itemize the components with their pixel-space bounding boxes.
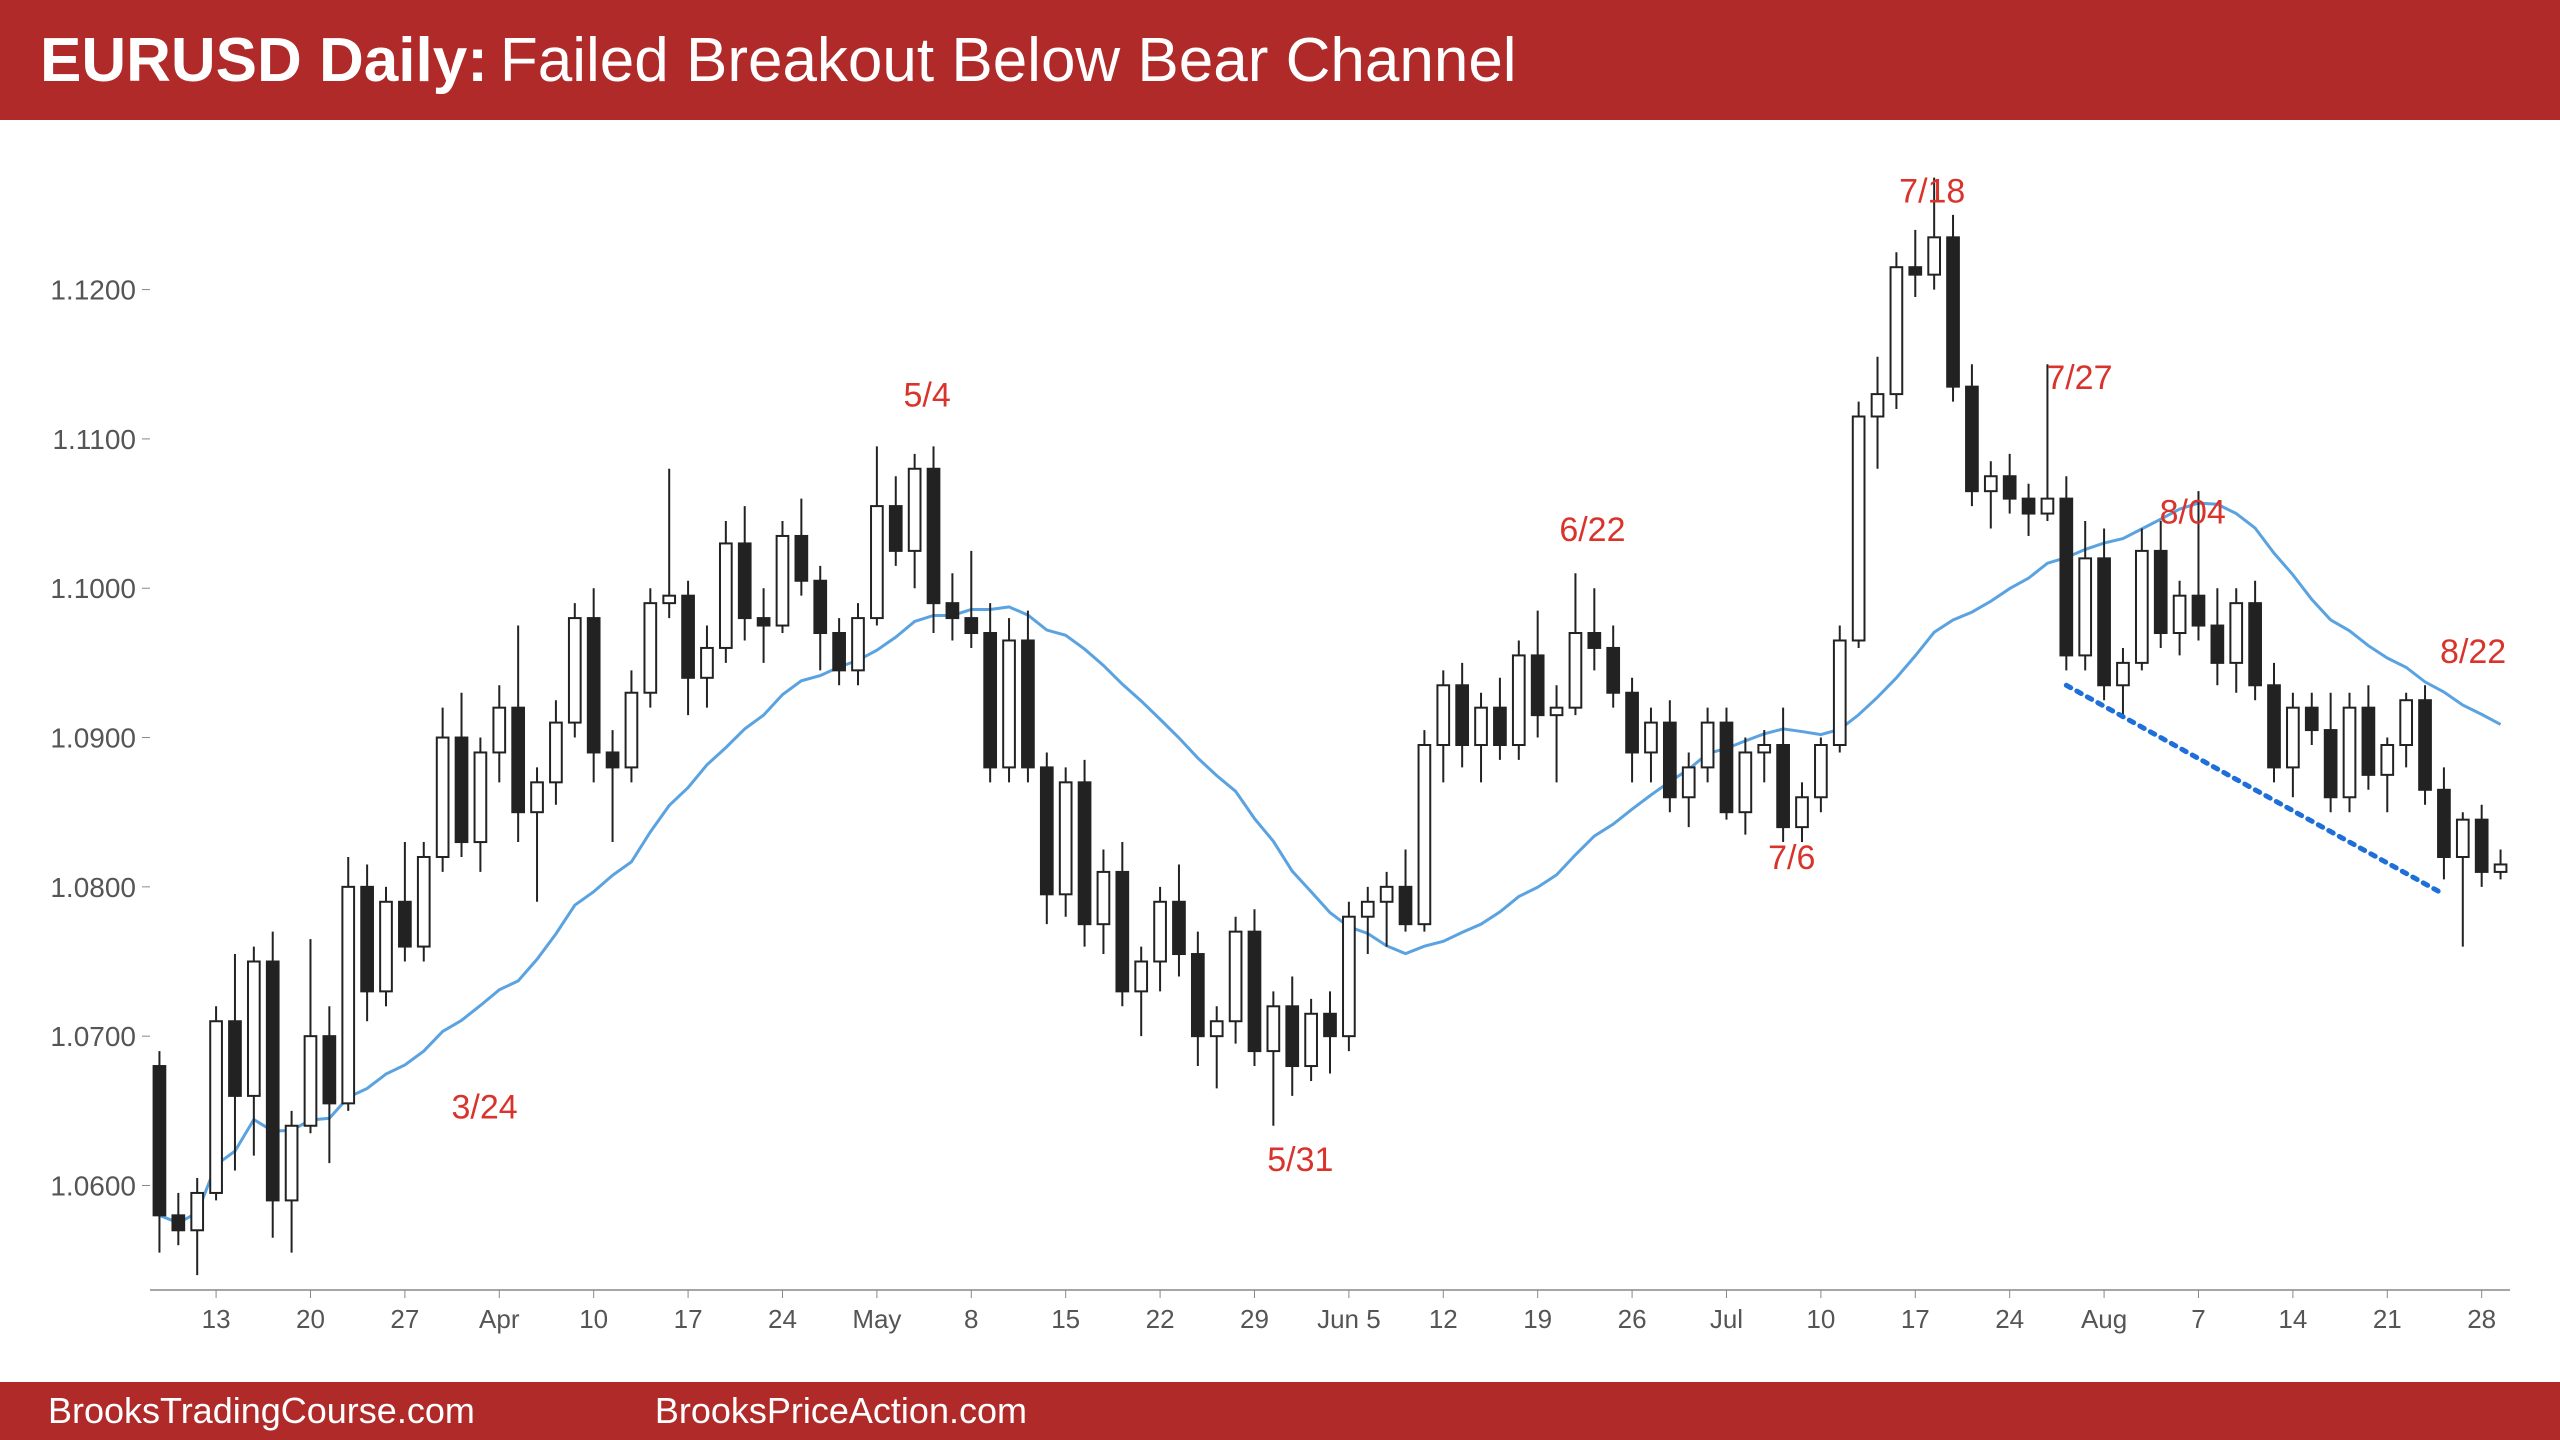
svg-text:5/31: 5/31	[1267, 1141, 1333, 1179]
footer-left: BrooksTradingCourse.com	[48, 1390, 475, 1432]
svg-text:Jun 5: Jun 5	[1317, 1304, 1381, 1334]
svg-text:22: 22	[1146, 1304, 1175, 1334]
svg-text:3/24: 3/24	[452, 1088, 518, 1126]
svg-text:10: 10	[1806, 1304, 1835, 1334]
svg-text:14: 14	[2278, 1304, 2307, 1334]
svg-text:Apr: Apr	[479, 1304, 520, 1334]
svg-text:7/6: 7/6	[1768, 839, 1815, 877]
svg-text:1.1100: 1.1100	[52, 424, 136, 455]
svg-text:17: 17	[1901, 1304, 1930, 1334]
footer-right: BrooksPriceAction.com	[655, 1390, 1027, 1432]
svg-text:5/4: 5/4	[904, 376, 951, 414]
svg-text:29: 29	[1240, 1304, 1269, 1334]
candlestick-chart: 1.0600 1.0700 1.0800 1.0900 1.1000 1.1100 1.12…	[20, 150, 2540, 1350]
svg-text:1.0600: 1.0600	[50, 1170, 136, 1201]
svg-text:Aug: Aug	[2081, 1304, 2127, 1334]
svg-text:6/22: 6/22	[1559, 511, 1625, 549]
svg-text:26: 26	[1618, 1304, 1647, 1334]
footer-bar: BrooksTradingCourse.com BrooksPriceActio…	[0, 1382, 2560, 1440]
svg-text:27: 27	[390, 1304, 419, 1334]
svg-text:1.1200: 1.1200	[50, 275, 136, 306]
svg-text:1.0900: 1.0900	[50, 723, 136, 754]
svg-text:7/18: 7/18	[1899, 172, 1965, 210]
svg-text:1.0700: 1.0700	[50, 1021, 136, 1052]
svg-text:21: 21	[2373, 1304, 2402, 1334]
svg-text:20: 20	[296, 1304, 325, 1334]
svg-text:1.1000: 1.1000	[50, 573, 136, 604]
svg-text:24: 24	[1995, 1304, 2024, 1334]
svg-text:Jul: Jul	[1710, 1304, 1743, 1334]
svg-text:8: 8	[964, 1304, 978, 1334]
svg-text:1.0800: 1.0800	[50, 872, 136, 903]
header-bar: EURUSD Daily: Failed Breakout Below Bear…	[0, 0, 2560, 120]
svg-text:24: 24	[768, 1304, 797, 1334]
chart-container: 1.0600 1.0700 1.0800 1.0900 1.1000 1.1100 1.12…	[20, 150, 2540, 1360]
header-title-bold: EURUSD Daily:	[40, 25, 488, 96]
svg-text:7: 7	[2191, 1304, 2205, 1334]
svg-text:10: 10	[579, 1304, 608, 1334]
svg-text:12: 12	[1429, 1304, 1458, 1334]
header-title-rest: Failed Breakout Below Bear Channel	[500, 25, 1517, 96]
svg-text:8/22: 8/22	[2440, 633, 2506, 671]
svg-text:May: May	[852, 1304, 901, 1334]
svg-text:8/04: 8/04	[2160, 493, 2226, 531]
svg-text:15: 15	[1051, 1304, 1080, 1334]
svg-text:17: 17	[674, 1304, 703, 1334]
svg-text:28: 28	[2467, 1304, 2496, 1334]
svg-text:19: 19	[1523, 1304, 1552, 1334]
svg-text:13: 13	[202, 1304, 231, 1334]
svg-text:7/27: 7/27	[2046, 359, 2112, 397]
